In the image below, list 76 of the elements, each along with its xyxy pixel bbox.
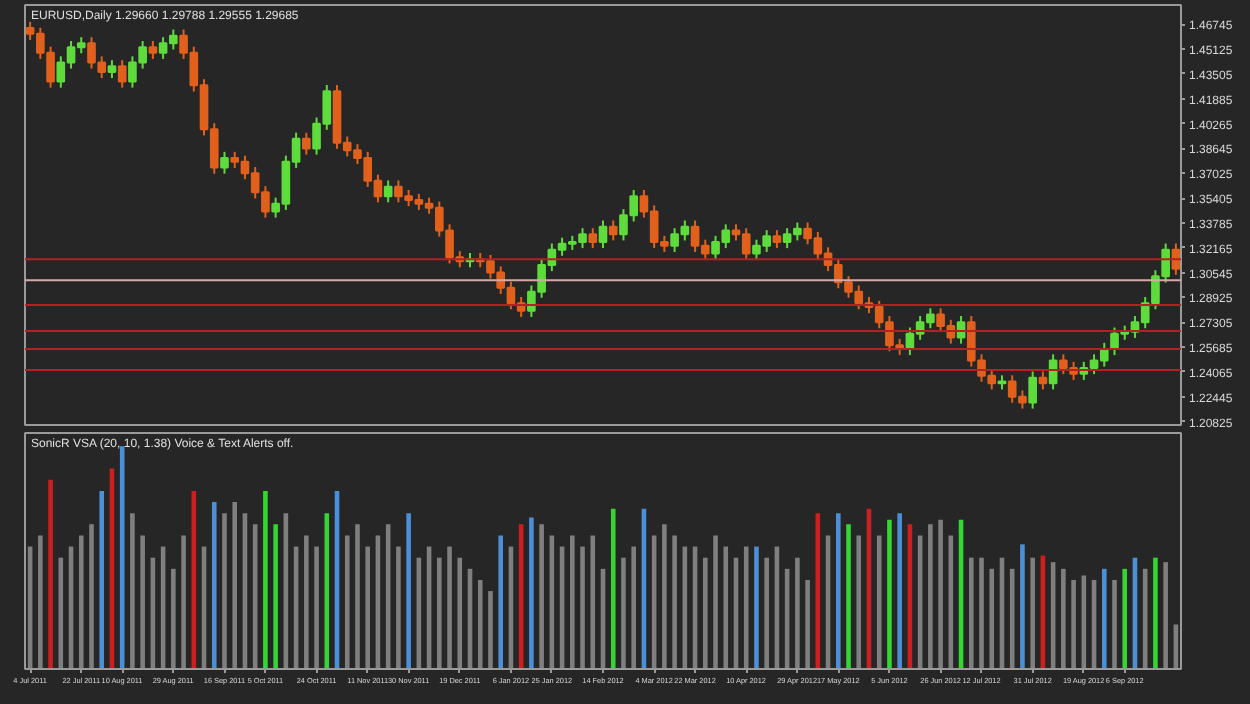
- candlestick: [302, 131, 311, 156]
- bar: [447, 546, 452, 669]
- candlestick: [588, 227, 598, 250]
- bar: [928, 524, 933, 669]
- bar: [437, 557, 442, 669]
- bar: [856, 535, 862, 669]
- bar: [263, 490, 268, 669]
- bar: [570, 535, 575, 669]
- bar: [78, 535, 84, 669]
- bar: [938, 519, 943, 669]
- bar: [580, 546, 585, 669]
- candlestick: [220, 150, 229, 175]
- bar: [1020, 544, 1025, 669]
- bar: [1112, 579, 1117, 669]
- bar: [99, 490, 105, 669]
- bar: [406, 513, 411, 669]
- bar: [876, 535, 882, 669]
- bar: [529, 517, 534, 669]
- bar: [846, 524, 851, 669]
- bar: [989, 568, 995, 669]
- bar: [703, 557, 708, 669]
- bar: [1030, 557, 1035, 669]
- bar: [191, 490, 197, 669]
- bar: [621, 557, 626, 669]
- bar: [48, 479, 53, 669]
- bar: [979, 557, 984, 669]
- bar: [396, 546, 401, 669]
- bar: [968, 557, 974, 669]
- bar: [232, 502, 238, 669]
- bar: [1009, 568, 1015, 669]
- bar: [344, 535, 350, 669]
- bar: [1122, 568, 1128, 669]
- bar: [887, 519, 892, 669]
- bar: [662, 524, 667, 669]
- bar: [743, 546, 749, 669]
- bar: [539, 524, 544, 669]
- bar: [631, 546, 636, 669]
- candlestick: [598, 219, 608, 250]
- bar: [805, 579, 810, 669]
- bar: [590, 535, 596, 669]
- bar: [181, 535, 186, 669]
- bar: [365, 546, 371, 669]
- bar: [1071, 579, 1076, 669]
- bar: [38, 535, 43, 669]
- bar: [89, 524, 94, 669]
- candlestick: [1028, 370, 1037, 410]
- candlestick: [117, 59, 127, 89]
- bar: [795, 557, 800, 669]
- bar: [130, 513, 135, 669]
- bar: [222, 513, 227, 669]
- bar: [723, 546, 729, 669]
- bar: [477, 579, 483, 669]
- bar: [897, 513, 902, 669]
- bar: [324, 513, 330, 669]
- bar: [314, 546, 319, 669]
- bar: [610, 508, 616, 669]
- bar: [171, 568, 176, 669]
- bar: [754, 546, 759, 669]
- bar: [1163, 562, 1168, 669]
- bar: [713, 535, 718, 669]
- bar: [488, 591, 493, 669]
- bar: [355, 524, 360, 669]
- bar: [140, 535, 145, 669]
- bar: [211, 502, 217, 669]
- bar: [672, 535, 677, 669]
- bar: [304, 535, 309, 669]
- bar: [1153, 557, 1158, 669]
- bar: [835, 513, 841, 669]
- bar: [764, 557, 769, 669]
- bar: [1061, 568, 1066, 669]
- bar: [498, 535, 503, 669]
- bar: [457, 557, 463, 669]
- bar: [273, 524, 278, 669]
- bar: [1101, 568, 1107, 669]
- candlestick: [383, 179, 393, 204]
- candlestick: [608, 219, 618, 242]
